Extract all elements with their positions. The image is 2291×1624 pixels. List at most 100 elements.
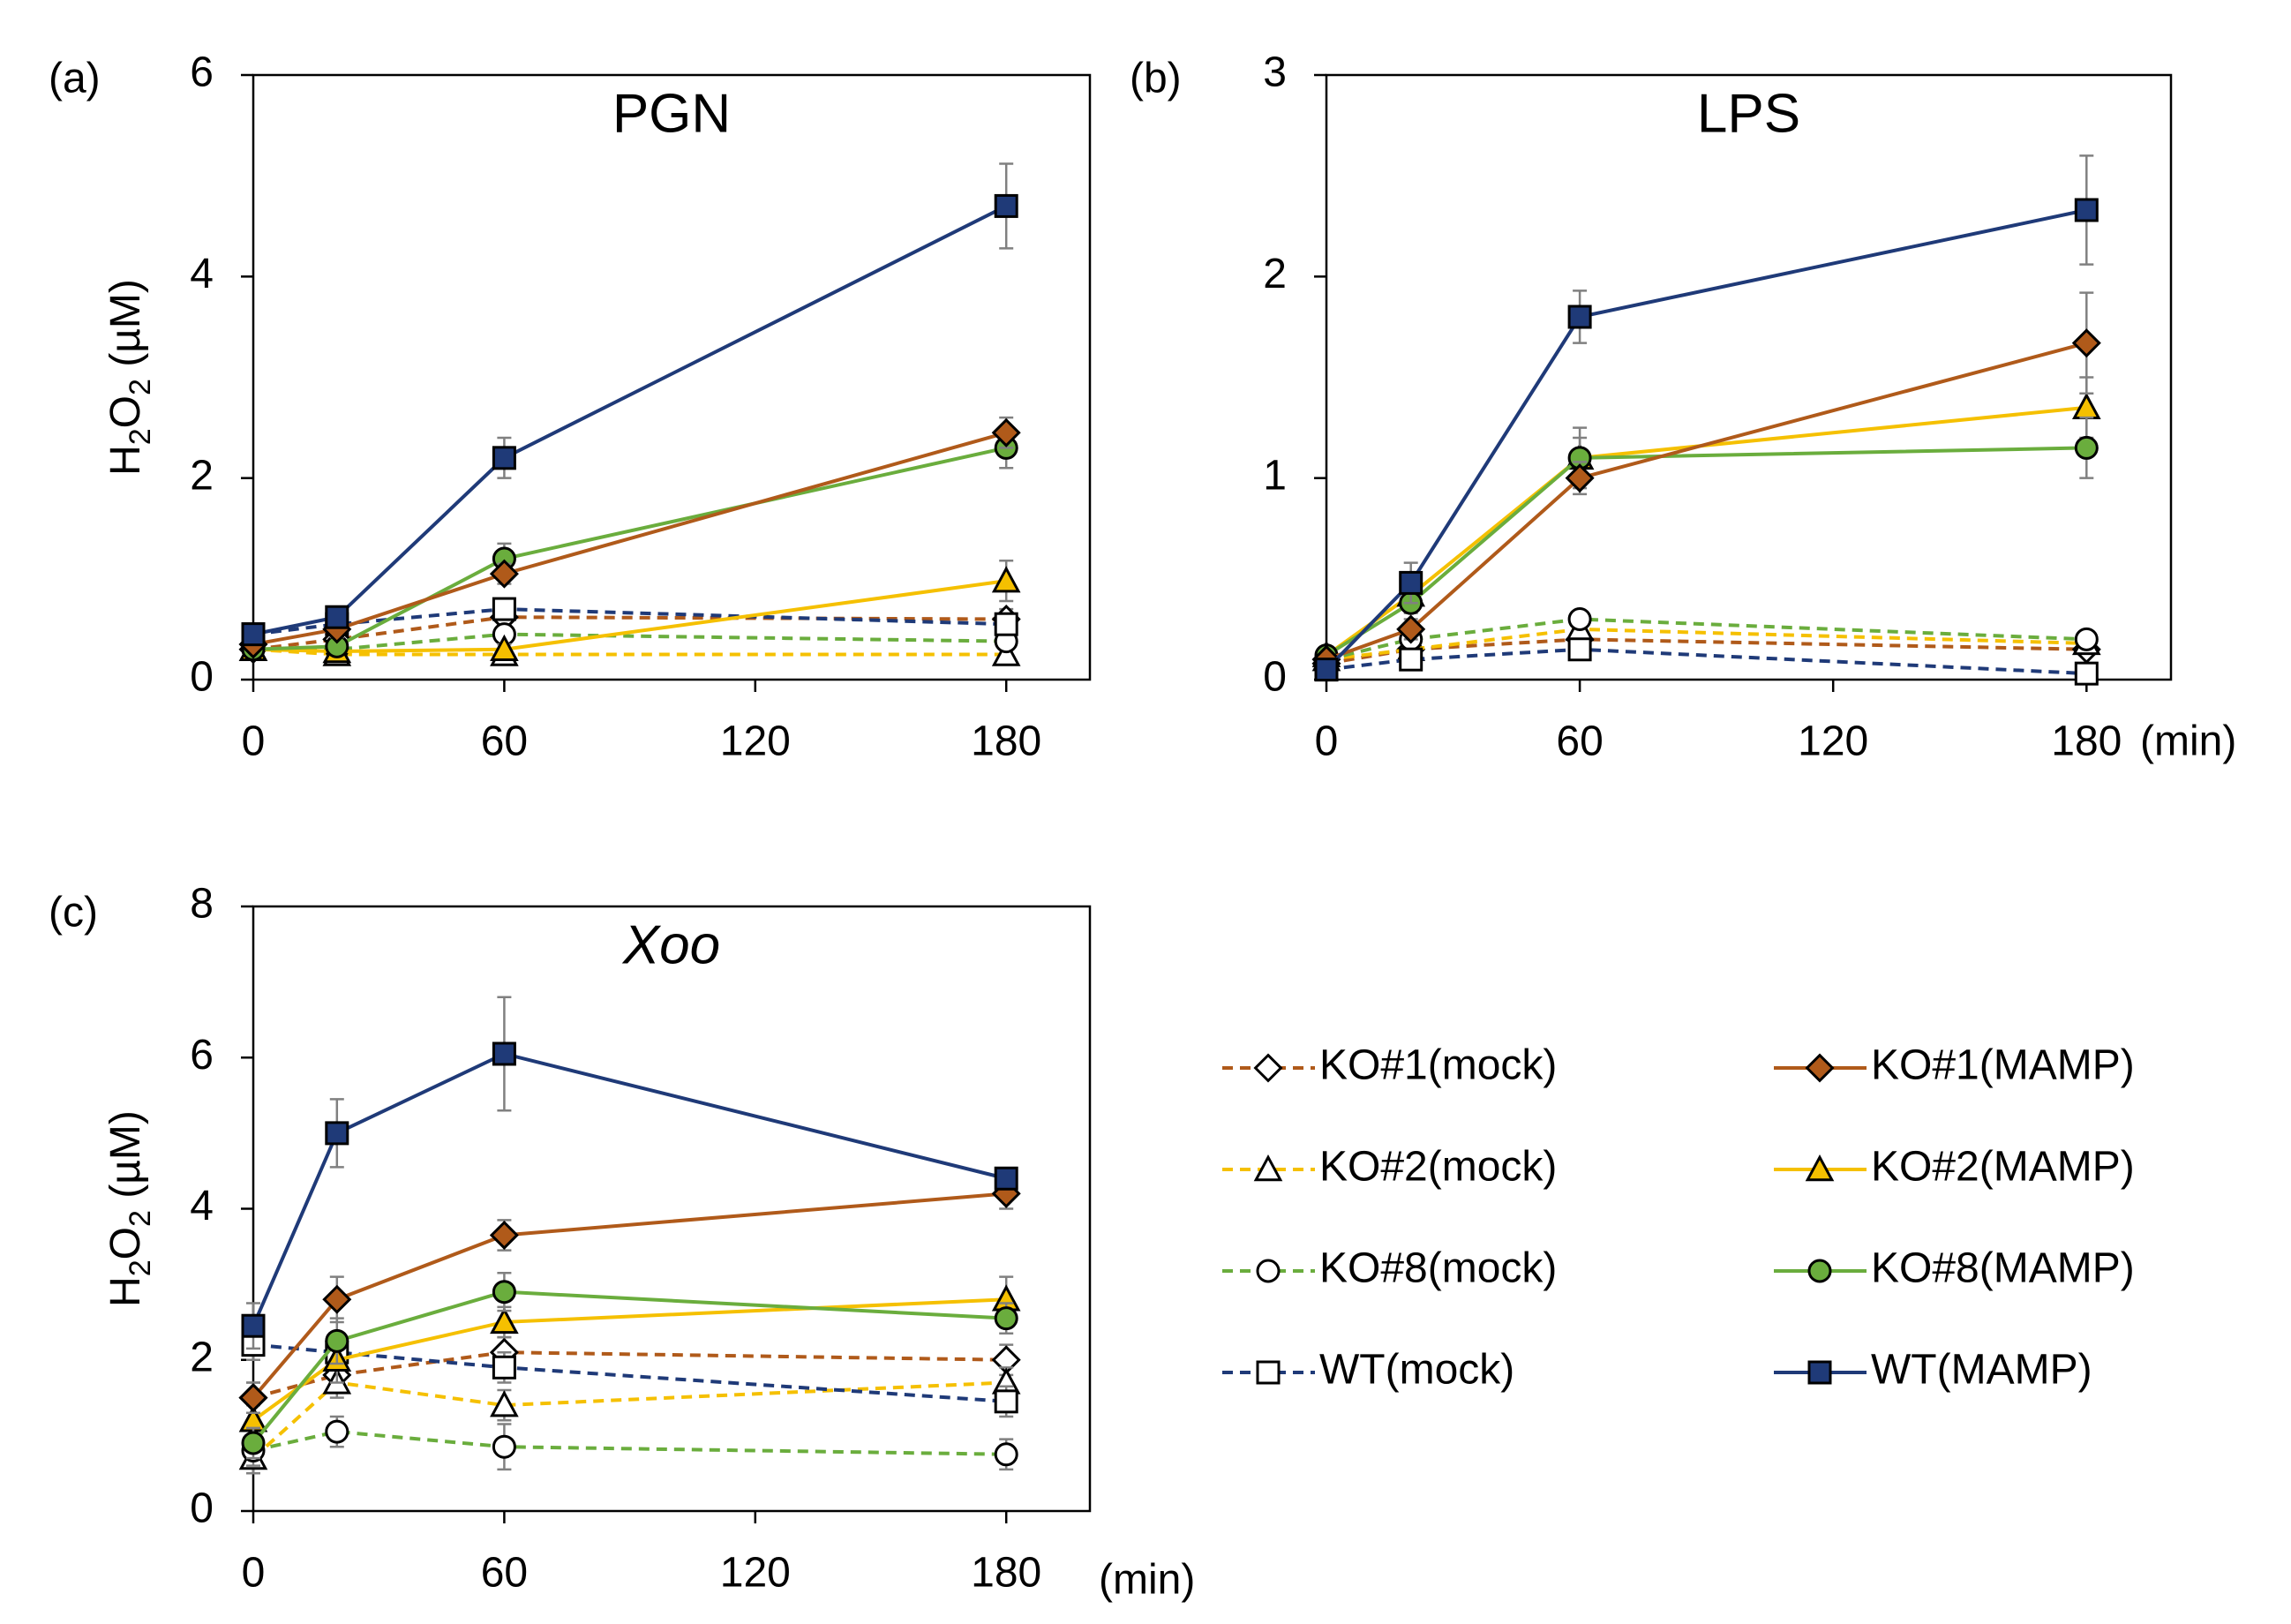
y-axis-label: H2O2 (µM) (102, 1110, 157, 1307)
plot-area-frame (252, 905, 1092, 1513)
x-axis-unit-label: (min) (1099, 1557, 1195, 1604)
data-point (492, 597, 516, 621)
data-point (325, 1328, 349, 1353)
y-axis-label: H2O2 (µM) (102, 279, 157, 476)
y-tick-label: 0 (190, 1485, 214, 1532)
chart-title: LPS (1697, 83, 1800, 144)
data-point (994, 1166, 1018, 1191)
data-point (492, 1355, 516, 1380)
series-line (252, 204, 1008, 636)
y-tick-label: 2 (1263, 251, 1287, 297)
data-point (1314, 658, 1339, 682)
data-point (492, 1041, 516, 1066)
data-point (1567, 304, 1592, 329)
legend-label: WT(mock) (1319, 1347, 1514, 1394)
y-tick-label: 2 (190, 1334, 214, 1380)
legend-marker (1805, 1053, 1835, 1083)
legend-marker (1256, 1259, 1281, 1283)
x-tick-label: 180 (971, 1550, 1041, 1597)
data-point (2074, 198, 2099, 222)
data-point (1567, 637, 1592, 662)
legend-item-ko1-mamp: KO#1(MAMP) (1774, 1042, 2135, 1089)
x-tick-label: 60 (481, 1550, 528, 1597)
x-tick-label: 180 (2051, 718, 2122, 765)
x-tick-label: 0 (242, 718, 266, 765)
data-point (490, 1306, 519, 1335)
series-ko8-mock (241, 1415, 1018, 1471)
data-point (238, 1383, 268, 1413)
data-point (994, 1306, 1018, 1331)
data-point (1399, 570, 1423, 595)
series-wt-mamp (241, 162, 1018, 647)
series-ko1-mamp (1311, 291, 2101, 674)
x-tick-label: 120 (720, 718, 791, 765)
legend-marker (1805, 1154, 1835, 1182)
series-line (252, 1430, 1007, 1456)
y-tick-label: 0 (190, 654, 214, 701)
y-tick-label: 4 (190, 1183, 214, 1229)
chart-title: Xoo (621, 914, 720, 975)
series-line (1325, 446, 2087, 658)
y-tick-label: 4 (190, 251, 214, 297)
panel-label: (c) (49, 890, 98, 936)
legend-label: KO#8(mock) (1319, 1245, 1557, 1292)
series-line (252, 1380, 1007, 1460)
panel-label: (a) (49, 56, 101, 102)
series-line (252, 1192, 1007, 1399)
data-point (2074, 661, 2099, 686)
x-tick-label: 60 (1556, 718, 1603, 765)
legend-label: KO#1(MAMP) (1871, 1042, 2135, 1089)
y-tick-label: 8 (190, 881, 214, 928)
x-tick-label: 0 (242, 1550, 266, 1597)
x-axis-unit-label: (min) (2140, 718, 2236, 765)
series-line (252, 1350, 1007, 1400)
data-point (1399, 647, 1423, 672)
data-point (2071, 328, 2101, 358)
legend-item-wt-mamp: WT(MAMP) (1774, 1347, 2092, 1394)
series-line (252, 431, 1007, 647)
legend-label: KO#1(mock) (1319, 1042, 1557, 1089)
data-point (991, 639, 1021, 666)
panel-c-xoo: (c) Xoo 0 2 4 6 8 0 60 120 180 H2O2 (µM) (min) (49, 881, 1195, 1604)
series-line (1326, 617, 2087, 662)
legend-item-ko2-mamp: KO#2(MAMP) (1774, 1144, 2135, 1191)
data-point (991, 417, 1021, 447)
plot-area-frame (252, 73, 1092, 681)
series-ko2-mamp (238, 1275, 1021, 1437)
data-point (2074, 627, 2099, 651)
series-line (1326, 637, 2087, 665)
data-point (490, 1390, 519, 1417)
y-tick-label: 2 (190, 452, 214, 499)
data-point (241, 622, 266, 647)
data-point (991, 566, 1021, 593)
y-tick-label: 0 (1263, 654, 1287, 701)
data-point (322, 1284, 352, 1314)
data-point (994, 193, 1018, 218)
chart-title: PGN (612, 83, 731, 144)
series-line (1326, 647, 2087, 676)
x-tick-label: 0 (1315, 718, 1339, 765)
legend-label: KO#2(mock) (1319, 1144, 1557, 1191)
series-ko8-mamp (241, 1272, 1018, 1460)
series-wt-mamp (241, 996, 1018, 1350)
data-point (2074, 435, 2099, 460)
legend-item-ko8-mamp: KO#8(MAMP) (1774, 1245, 2135, 1292)
series-line (252, 579, 1007, 654)
data-point (325, 605, 349, 629)
series-ko2-mock (238, 1366, 1021, 1475)
legend: KO#1(mock) KO#1(MAMP) KO#2(mock) KO#2(MAMP)… (1222, 1042, 2135, 1394)
data-point (492, 1434, 516, 1459)
legend-marker (1253, 1053, 1283, 1083)
panel-label: (b) (1130, 56, 1182, 102)
data-point (994, 612, 1018, 636)
series-line (1326, 627, 2087, 662)
legend-marker (1256, 1360, 1281, 1385)
y-tick-label: 6 (190, 1032, 214, 1079)
data-point (490, 634, 519, 661)
legend-item-ko8-mock: KO#8(mock) (1222, 1245, 1557, 1292)
legend-item-wt-mock: WT(mock) (1222, 1347, 1514, 1394)
data-point (994, 1389, 1018, 1414)
y-tick-label: 6 (190, 49, 214, 96)
data-point (994, 1442, 1018, 1467)
